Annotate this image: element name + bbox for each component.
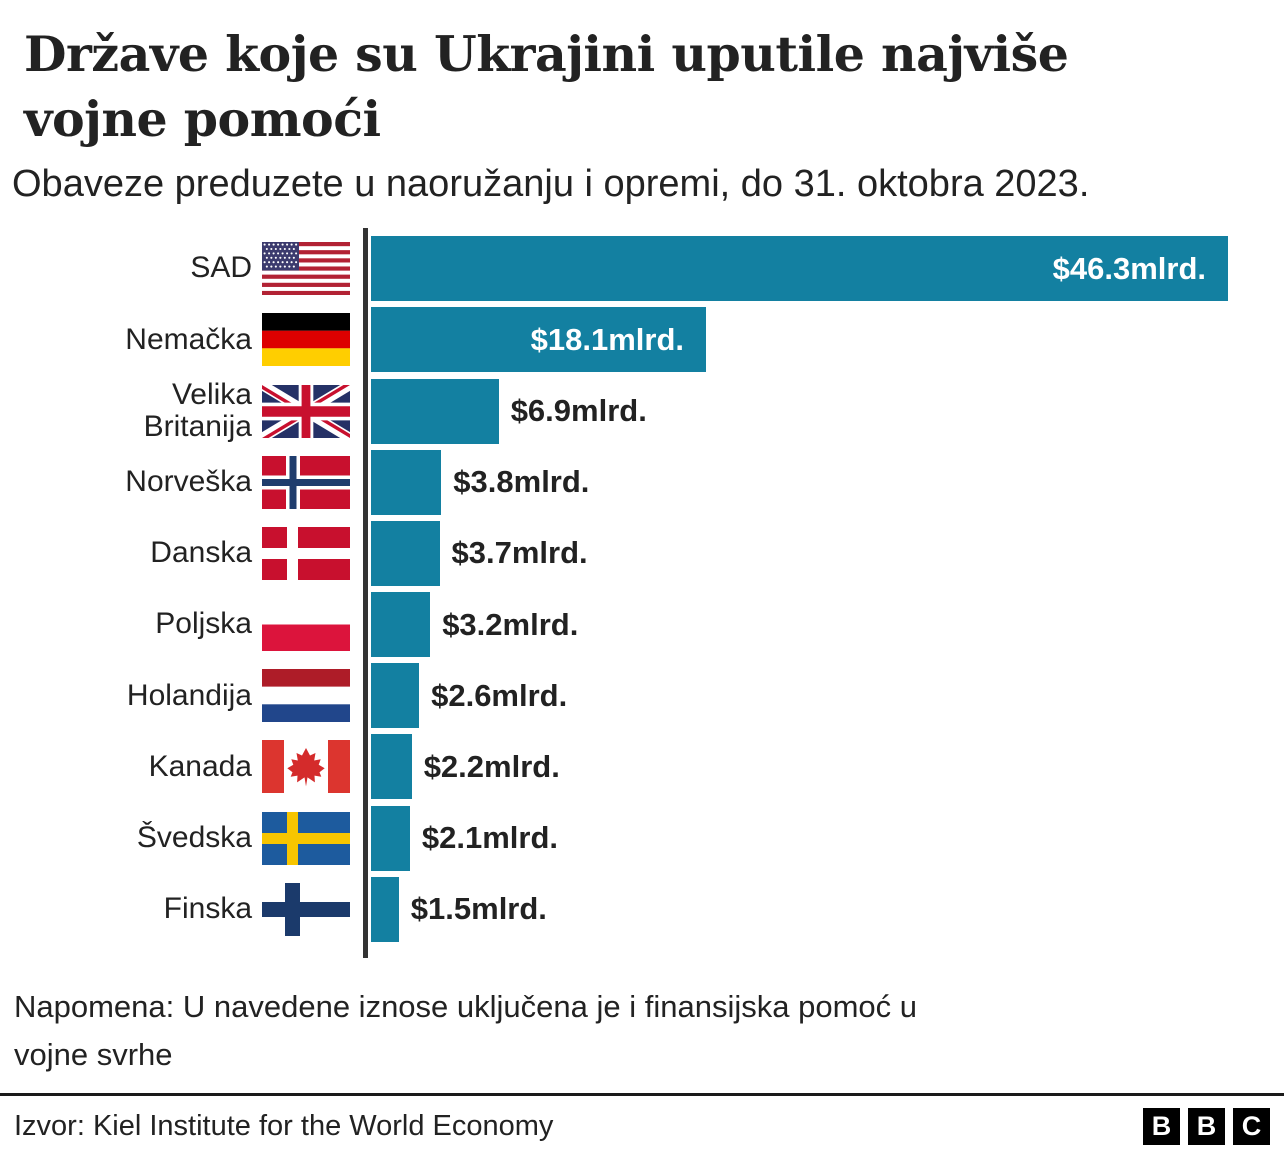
value-label: $2.2mlrd. <box>423 748 560 784</box>
country-label-text: Norveška <box>125 464 252 498</box>
country-label: Nemačka <box>0 322 252 356</box>
bar-track: $1.5mlrd. <box>371 874 1284 945</box>
country-label-text: Holandija <box>126 678 252 712</box>
country-label: Švedska <box>0 820 252 854</box>
canada-flag-icon <box>262 740 350 794</box>
bar-track: $18.1mlrd. <box>371 304 1284 375</box>
title-line-1: Države koje su Ukrajini uputile najviše <box>24 25 1069 83</box>
poland-flag-icon <box>262 598 350 652</box>
bar-row: Poljska $3.2mlrd. <box>0 589 1284 660</box>
bar-track: $2.6mlrd. <box>371 660 1284 731</box>
bar-row: Kanada $2.2mlrd. <box>0 731 1284 802</box>
value-label: $2.6mlrd. <box>431 677 568 713</box>
country-label: Holandija <box>0 678 252 712</box>
bar: $18.1mlrd. <box>371 307 706 373</box>
bar-track: $2.2mlrd. <box>371 731 1284 802</box>
title-line-2: vojne pomoći <box>24 89 381 148</box>
bar-row: Danska $3.7mlrd. <box>0 518 1284 589</box>
bar <box>371 592 431 658</box>
value-label: $1.5mlrd. <box>410 891 547 927</box>
footer-divider <box>0 1093 1284 1096</box>
country-label: SAD <box>0 251 252 285</box>
country-label: Finska <box>0 892 252 926</box>
bar-track: $6.9mlrd. <box>371 375 1284 446</box>
country-label: Poljska <box>0 607 252 641</box>
value-label: $3.7mlrd. <box>451 535 588 571</box>
value-label: $3.8mlrd. <box>453 464 590 500</box>
bar-row: Švedska $2.1mlrd. <box>0 803 1284 874</box>
footer: Izvor: Kiel Institute for the World Econ… <box>0 1096 1284 1145</box>
bar <box>371 876 399 942</box>
note-line-2: vojne svrhe <box>14 1036 173 1072</box>
usa-flag-icon <box>262 242 350 296</box>
bar-track: $3.2mlrd. <box>371 589 1284 660</box>
value-label: $18.1mlrd. <box>530 321 684 357</box>
note-line-1: Napomena: U navedene iznose uključena je… <box>14 988 917 1024</box>
bar-row: Norveška $3.8mlrd. <box>0 447 1284 518</box>
bar <box>371 805 410 871</box>
chart-rows: SAD $46.3mlrd. Nemačka $18.1mlrd. Velika Bri… <box>0 233 1284 945</box>
finland-flag-icon <box>262 882 350 936</box>
bar <box>371 449 442 515</box>
germany-flag-icon <box>262 313 350 367</box>
bar-row: SAD $46.3mlrd. <box>0 233 1284 304</box>
bar-chart: SAD $46.3mlrd. Nemačka $18.1mlrd. Velika Bri… <box>0 228 1284 958</box>
sweden-flag-icon <box>262 811 350 865</box>
bar-row: Velika Britanija $6.9mlrd. <box>0 375 1284 446</box>
bbc-logo-letter: C <box>1233 1108 1270 1145</box>
country-label-text: Velika Britanija <box>143 377 252 443</box>
bar-track: $3.7mlrd. <box>371 518 1284 589</box>
bar-row: Nemačka $18.1mlrd. <box>0 304 1284 375</box>
denmark-flag-icon <box>262 526 350 580</box>
value-label: $2.1mlrd. <box>421 820 559 856</box>
bbc-logo-letter: B <box>1188 1108 1225 1145</box>
chart-note: Napomena: U navedene iznose uključena je… <box>14 983 1284 1079</box>
value-label: $46.3mlrd. <box>1052 250 1206 286</box>
country-label-text: Nemačka <box>125 322 252 356</box>
value-label: $3.2mlrd. <box>442 606 579 642</box>
bar <box>371 663 420 729</box>
value-label: $6.9mlrd. <box>510 393 647 428</box>
bar-row: Finska $1.5mlrd. <box>0 874 1284 945</box>
bar <box>371 520 440 586</box>
page-title: Države koje su Ukrajini uputile najviše … <box>24 22 1284 151</box>
country-label-text: SAD <box>190 251 252 285</box>
bar <box>371 734 412 800</box>
uk-flag-icon <box>262 384 350 438</box>
country-label: Norveška <box>0 464 252 498</box>
y-axis-line <box>363 228 368 958</box>
infographic: Države koje su Ukrajini uputile najviše … <box>0 22 1284 1174</box>
bar-row: Holandija $2.6mlrd. <box>0 660 1284 731</box>
norway-flag-icon <box>262 455 350 509</box>
bar-track: $3.8mlrd. <box>371 447 1284 518</box>
country-label: Velika Britanija <box>0 377 252 444</box>
netherlands-flag-icon <box>262 669 350 723</box>
bar-track: $2.1mlrd. <box>371 803 1284 874</box>
bbc-logo-letter: B <box>1143 1108 1180 1145</box>
country-label-text: Danska <box>150 536 252 570</box>
bar-track: $46.3mlrd. <box>371 233 1284 304</box>
country-label-text: Kanada <box>148 749 252 783</box>
country-label: Kanada <box>0 749 252 783</box>
bar <box>371 378 499 444</box>
country-label-text: Finska <box>163 892 252 926</box>
bar: $46.3mlrd. <box>371 236 1228 302</box>
source-text: Izvor: Kiel Institute for the World Econ… <box>14 1110 554 1142</box>
country-label: Danska <box>0 536 252 570</box>
country-label-text: Švedska <box>136 820 252 854</box>
country-label-text: Poljska <box>155 607 252 641</box>
chart-subtitle: Obaveze preduzete u naoružanju i opremi,… <box>12 163 1090 206</box>
